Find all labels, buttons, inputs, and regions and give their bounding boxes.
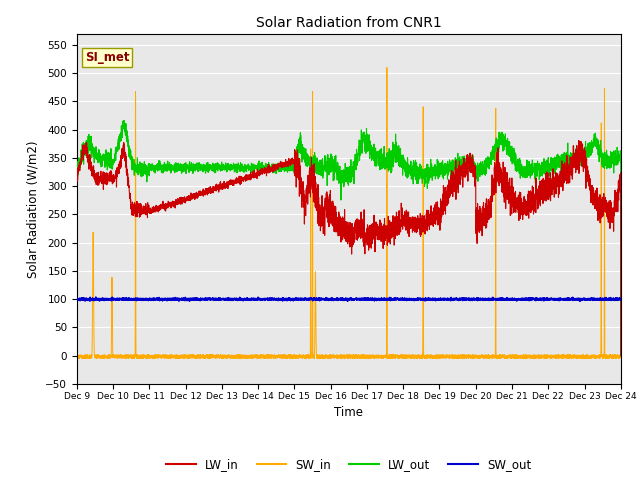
Text: SI_met: SI_met — [85, 51, 129, 64]
Y-axis label: Solar Radiation (W/m2): Solar Radiation (W/m2) — [27, 140, 40, 277]
Legend: LW_in, SW_in, LW_out, SW_out: LW_in, SW_in, LW_out, SW_out — [161, 454, 536, 476]
X-axis label: Time: Time — [334, 406, 364, 419]
Title: Solar Radiation from CNR1: Solar Radiation from CNR1 — [256, 16, 442, 30]
